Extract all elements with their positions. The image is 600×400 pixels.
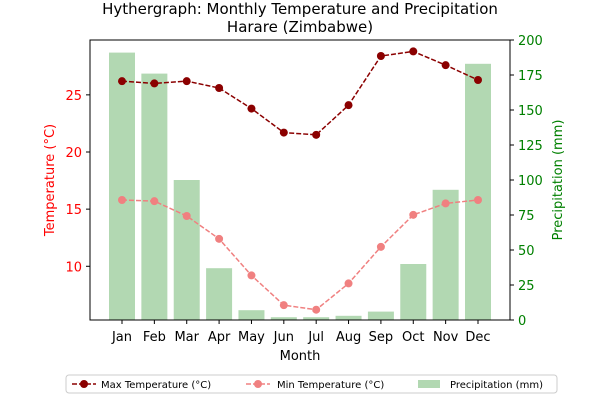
x-tick-label-dec: Dec [465,330,490,345]
precip-bar-apr [206,268,233,320]
right-tick-label-150: 150 [518,104,543,119]
min-temp-point-nov [441,199,450,208]
left-tick-label-10: 10 [65,260,82,275]
max-temp-point-nov [441,61,450,70]
left-tick-label-25: 25 [65,89,82,104]
legend-max-label: Max Temperature (°C) [101,380,211,391]
right-tick-label-125: 125 [518,139,543,154]
right-tick-label-75: 75 [518,209,535,224]
min-temp-point-may [247,271,256,280]
x-tick-label-oct: Oct [402,330,424,345]
min-temp-point-sep [376,242,385,251]
legend-precip-label: Precipitation (mm) [450,380,543,391]
precip-bar-jul [303,317,330,320]
legend: Max Temperature (°C) Min Temperature (°C… [65,374,558,394]
precip-bar-aug [335,315,362,320]
chart-title: Hythergraph: Monthly Temperature and Pre… [102,0,498,18]
precip-bar-may [238,310,265,320]
max-temp-point-oct [409,47,418,56]
legend-frame [65,374,558,394]
right-axis-ticks: 0 25 50 75 100 125 150 175 200 [510,34,543,329]
max-temp-point-jan [118,77,126,86]
max-temp-point-jul [312,130,321,139]
precip-bar-mar [173,180,200,320]
right-axis-label: Precipitation (mm) [551,120,566,241]
max-temp-point-feb [150,79,159,88]
x-tick-label-jan: Jan [111,330,132,345]
left-tick-label-20: 20 [65,146,82,161]
chart-subtitle: Harare (Zimbabwe) [227,18,373,36]
legend-min-marker [254,380,262,388]
right-tick-label-200: 200 [518,34,543,49]
x-tick-label-sep: Sep [369,330,394,345]
min-temp-line [121,199,479,311]
temperature-lines [118,47,482,314]
x-axis-label: Month [280,349,321,364]
min-temp-point-apr [215,234,224,243]
precip-bar-nov [432,189,459,320]
max-temp-point-apr [215,84,224,92]
legend-min-label: Min Temperature (°C) [277,380,384,391]
x-tick-label-nov: Nov [433,330,459,345]
precip-bar-sep [367,311,394,320]
left-axis-label: Temperature (°C) [43,124,58,237]
max-temp-point-dec [474,76,482,84]
max-temp-point-sep [376,52,385,60]
x-tick-label-may: May [238,330,265,345]
precip-bar-feb [141,73,168,320]
max-temp-point-aug [344,101,353,110]
x-tick-label-feb: Feb [143,330,166,345]
x-tick-label-mar: Mar [174,330,199,345]
precip-bar-oct [400,264,427,320]
max-temp-point-may [247,104,256,113]
legend-max-marker [80,380,88,388]
precip-bar-jan [109,52,135,320]
left-tick-label-15: 15 [65,203,82,218]
x-tick-label-apr: Apr [208,330,231,345]
precip-bar-dec [465,63,491,321]
x-axis-ticks: Jan Feb Mar Apr May Jun Jul Aug Sep Oct Nov Dec [111,320,491,345]
min-temp-point-jul [312,305,321,314]
right-tick-label-175: 175 [518,69,543,84]
left-axis-ticks: 10 15 20 25 [65,89,90,275]
min-temp-point-jun [279,301,288,310]
max-temp-line [121,50,479,136]
min-temp-point-feb [150,197,159,206]
right-tick-label-50: 50 [518,244,535,259]
min-temp-point-jan [118,196,126,204]
min-temp-point-mar [182,212,191,220]
max-temp-point-mar [182,77,191,86]
min-temp-point-aug [344,279,353,288]
min-temp-point-oct [409,210,418,219]
min-temp-point-dec [474,196,482,204]
x-tick-label-aug: Aug [336,330,361,345]
x-tick-label-jun: Jun [273,330,294,345]
right-tick-label-25: 25 [518,279,535,294]
legend-precip-swatch [418,380,440,388]
x-tick-label-jul: Jul [307,330,324,345]
max-temp-point-jun [279,128,288,137]
precip-bar-jun [270,317,297,320]
right-tick-label-0: 0 [518,314,526,329]
precipitation-bars [109,52,491,321]
right-tick-label-100: 100 [518,174,543,189]
